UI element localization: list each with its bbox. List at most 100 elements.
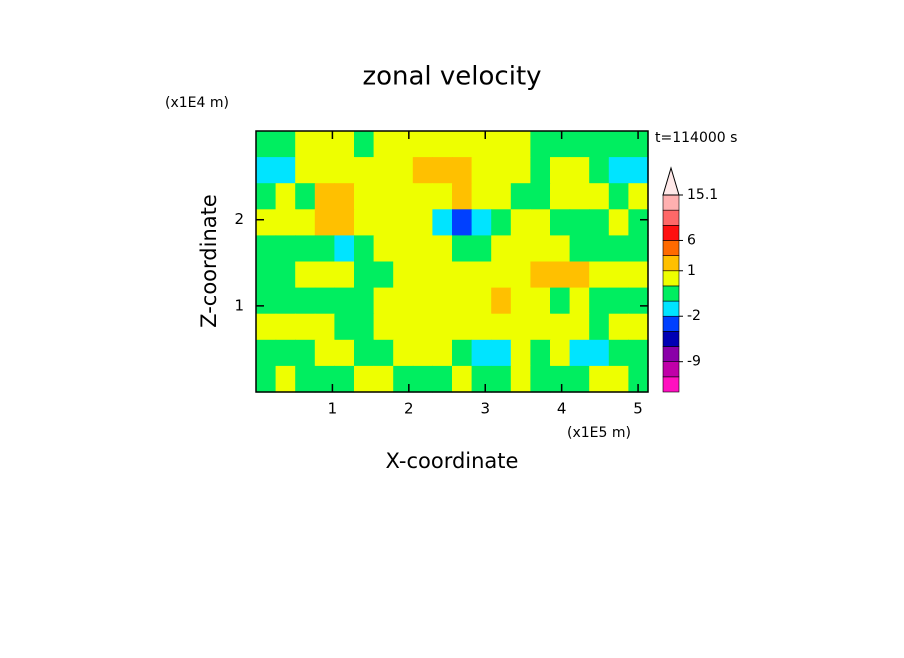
field-cell bbox=[354, 365, 375, 393]
field-cell bbox=[550, 131, 571, 158]
field-cell bbox=[412, 339, 433, 367]
field-cell bbox=[295, 209, 316, 236]
field-cell bbox=[530, 261, 551, 289]
field-cell bbox=[256, 261, 277, 289]
field-cell bbox=[275, 313, 296, 341]
field-cell bbox=[510, 287, 531, 315]
field-cell bbox=[510, 183, 531, 210]
field-cell bbox=[589, 313, 610, 341]
field-cell bbox=[275, 235, 296, 263]
field-cell bbox=[589, 209, 610, 236]
field-cell bbox=[628, 183, 649, 210]
field-cell bbox=[628, 365, 649, 393]
field-cell bbox=[608, 157, 629, 184]
field-cell bbox=[471, 183, 492, 210]
x-tick-label: 2 bbox=[404, 400, 414, 418]
field-cell bbox=[589, 157, 610, 184]
field-cell bbox=[275, 339, 296, 367]
field-cell bbox=[550, 183, 571, 210]
field-cell bbox=[256, 209, 277, 236]
field-cell bbox=[295, 365, 316, 393]
field-cell bbox=[628, 261, 649, 289]
field-cell bbox=[628, 313, 649, 341]
field-cell bbox=[393, 261, 414, 289]
field-cell bbox=[550, 365, 571, 393]
field-cell bbox=[510, 235, 531, 263]
field-cell bbox=[530, 183, 551, 210]
field-cell bbox=[334, 157, 355, 184]
chart-title: zonal velocity bbox=[362, 62, 541, 92]
field-cell bbox=[275, 365, 296, 393]
field-cell bbox=[471, 131, 492, 158]
field-cell bbox=[373, 209, 394, 236]
colorbar-segment bbox=[662, 255, 680, 272]
field-cell bbox=[589, 131, 610, 158]
colorbar-segment bbox=[662, 194, 680, 211]
field-cell bbox=[550, 339, 571, 367]
field-cell bbox=[275, 287, 296, 315]
field-cell bbox=[412, 261, 433, 289]
field-cell bbox=[334, 235, 355, 263]
field-cell bbox=[432, 287, 453, 315]
field-cell bbox=[373, 131, 394, 158]
field-cell bbox=[550, 235, 571, 263]
field-cell bbox=[471, 365, 492, 393]
field-cell bbox=[275, 209, 296, 236]
field-cell bbox=[491, 313, 512, 341]
field-cell bbox=[432, 157, 453, 184]
y-axis-label: Z-coordinate bbox=[197, 194, 221, 328]
field-cell bbox=[569, 365, 590, 393]
field-cell bbox=[628, 157, 649, 184]
field-cell bbox=[452, 131, 473, 158]
field-cell bbox=[373, 235, 394, 263]
field-cell bbox=[471, 261, 492, 289]
field-cell bbox=[452, 157, 473, 184]
field-cell bbox=[510, 339, 531, 367]
colorbar-segment bbox=[662, 300, 680, 317]
field-cell bbox=[373, 261, 394, 289]
field-cell bbox=[471, 287, 492, 315]
field-cell bbox=[354, 209, 375, 236]
field-cell bbox=[550, 157, 571, 184]
field-cell bbox=[471, 209, 492, 236]
field-cell bbox=[452, 313, 473, 341]
field-cell bbox=[256, 287, 277, 315]
field-cell bbox=[530, 235, 551, 263]
colorbar-segment bbox=[662, 361, 680, 378]
x-axis-label: X-coordinate bbox=[386, 449, 519, 473]
field-cell bbox=[412, 131, 433, 158]
field-cell bbox=[569, 209, 590, 236]
field-cell bbox=[432, 365, 453, 393]
field-cell bbox=[471, 157, 492, 184]
field-cell bbox=[452, 235, 473, 263]
field-cell bbox=[491, 209, 512, 236]
field-cell bbox=[334, 287, 355, 315]
field-cell bbox=[354, 131, 375, 158]
field-cell bbox=[314, 339, 335, 367]
field-cell bbox=[432, 339, 453, 367]
field-cell bbox=[608, 313, 629, 341]
field-cell bbox=[452, 287, 473, 315]
field-cell bbox=[334, 339, 355, 367]
colorbar-segment bbox=[662, 209, 680, 226]
field-cell bbox=[589, 287, 610, 315]
x-unit-label: (x1E5 m) bbox=[567, 425, 631, 441]
field-cell bbox=[452, 209, 473, 236]
colorbar-segment bbox=[662, 331, 680, 347]
field-cell bbox=[569, 339, 590, 367]
field-cell bbox=[569, 183, 590, 210]
field-cell bbox=[491, 339, 512, 367]
field-cell bbox=[373, 339, 394, 367]
field-cell bbox=[256, 339, 277, 367]
field-cell bbox=[491, 287, 512, 315]
field-cell bbox=[393, 209, 414, 236]
field-cell bbox=[412, 365, 433, 393]
field-cell bbox=[432, 235, 453, 263]
field-cell bbox=[530, 131, 551, 158]
field-cell bbox=[334, 365, 355, 393]
field-cell bbox=[491, 365, 512, 393]
field-cell bbox=[275, 131, 296, 158]
field-cell bbox=[393, 235, 414, 263]
field-cell bbox=[275, 183, 296, 210]
